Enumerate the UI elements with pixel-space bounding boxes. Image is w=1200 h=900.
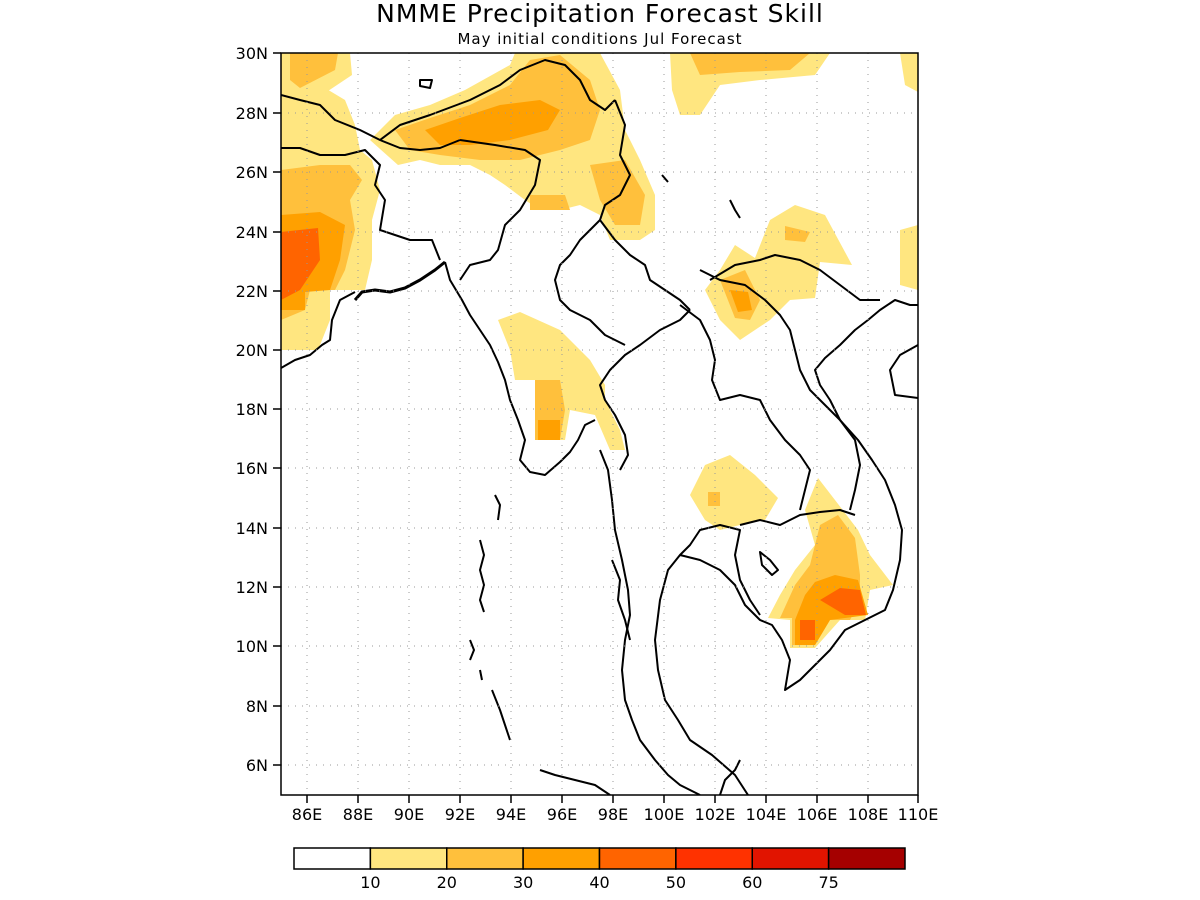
lat-tick-labels: 30N 28N 26N 24N 22N 20N 18N 16N 14N 12N … bbox=[236, 44, 268, 775]
lat-tick-label: 16N bbox=[236, 459, 268, 478]
colorbar-label: 60 bbox=[742, 873, 762, 892]
lon-tick-label: 92E bbox=[445, 805, 475, 824]
lat-tick-label: 8N bbox=[246, 697, 268, 716]
mergui-arch bbox=[611, 559, 631, 641]
lon-tick-label: 88E bbox=[343, 805, 373, 824]
colorbar-label: 30 bbox=[513, 873, 533, 892]
colorbar-swatch bbox=[369, 847, 448, 870]
grid-lines bbox=[281, 53, 918, 795]
lat-tick-label: 24N bbox=[236, 223, 268, 242]
malay-coast-east bbox=[719, 759, 741, 795]
colorbar-swatch bbox=[598, 847, 677, 870]
andaman-mid bbox=[494, 494, 501, 521]
lon-tick-label: 104E bbox=[746, 805, 787, 824]
malay-border bbox=[539, 769, 611, 795]
india-coast bbox=[281, 291, 356, 369]
colorbar-label: 10 bbox=[360, 873, 380, 892]
nicobar-2 bbox=[491, 689, 511, 741]
vietnam-china-border bbox=[709, 254, 880, 301]
island-east-2 bbox=[661, 174, 669, 183]
plot-frame bbox=[280, 52, 919, 796]
lat-tick-label: 30N bbox=[236, 44, 268, 63]
colorbar-swatch bbox=[293, 847, 372, 870]
lon-tick-label: 106E bbox=[797, 805, 838, 824]
tonle-sap bbox=[759, 551, 779, 576]
colorbar-swatch bbox=[751, 847, 830, 870]
lon-tick-label: 96E bbox=[547, 805, 577, 824]
axis-ticks bbox=[273, 52, 919, 803]
lon-tick-labels: 86E 88E 90E 92E 94E 96E 98E 100E 102E 10… bbox=[292, 805, 939, 824]
colorbar-label: 75 bbox=[818, 873, 838, 892]
colorbar-swatch bbox=[522, 847, 601, 870]
skill-region-myanmar bbox=[498, 312, 625, 450]
india-bangladesh-border bbox=[281, 147, 441, 261]
myanmar-west-coast bbox=[444, 261, 596, 476]
skill-region-west bbox=[281, 53, 380, 350]
lake-north bbox=[419, 79, 433, 89]
andaman-north bbox=[479, 539, 485, 613]
lon-tick-label: 94E bbox=[496, 805, 526, 824]
cambodia-thai-border bbox=[679, 524, 761, 616]
lat-tick-label: 10N bbox=[236, 637, 268, 656]
cambodia-border bbox=[739, 509, 856, 526]
peninsula-west-coast bbox=[599, 449, 701, 795]
china-myanmar-lower bbox=[554, 219, 626, 346]
lon-tick-label: 98E bbox=[598, 805, 628, 824]
andaman-south bbox=[469, 639, 475, 661]
lat-tick-label: 12N bbox=[236, 578, 268, 597]
lat-tick-label: 26N bbox=[236, 163, 268, 182]
colorbar-swatch bbox=[675, 847, 753, 870]
himalaya-border bbox=[281, 94, 461, 151]
lon-tick-label: 110E bbox=[898, 805, 939, 824]
myanmar-east-border bbox=[459, 139, 541, 281]
bangladesh-coast bbox=[353, 260, 446, 301]
colorbar-label: 50 bbox=[666, 873, 686, 892]
lon-tick-label: 102E bbox=[695, 805, 736, 824]
figure-subtitle: May initial conditions Jul Forecast bbox=[457, 30, 742, 48]
skill-shading bbox=[281, 53, 918, 648]
nicobar-1 bbox=[479, 669, 483, 681]
colorbar: 10 20 30 40 50 60 75 bbox=[293, 847, 906, 892]
figure-title: NMME Precipitation Forecast Skill bbox=[376, 0, 824, 28]
laos-border bbox=[699, 269, 861, 511]
lon-tick-label: 90E bbox=[394, 805, 424, 824]
lat-tick-label: 28N bbox=[236, 104, 268, 123]
lon-tick-label: 100E bbox=[644, 805, 685, 824]
island-east-1 bbox=[729, 199, 741, 219]
lat-tick-label: 22N bbox=[236, 282, 268, 301]
myanmar-china-border bbox=[599, 99, 691, 311]
lat-tick-label: 18N bbox=[236, 400, 268, 419]
lat-tick-label: 20N bbox=[236, 341, 268, 360]
lat-tick-label: 6N bbox=[246, 756, 268, 775]
skill-region-thailand bbox=[690, 455, 778, 530]
colorbar-label: 20 bbox=[437, 873, 457, 892]
lon-tick-label: 108E bbox=[848, 805, 889, 824]
skill-region-cambodia bbox=[768, 478, 893, 648]
skill-region-northeast bbox=[670, 53, 918, 290]
colorbar-swatch bbox=[827, 847, 906, 870]
skill-region-north bbox=[370, 53, 655, 240]
colorbar-swatch bbox=[446, 847, 524, 870]
thai-lao-border bbox=[599, 309, 691, 471]
gulf-thailand-coast bbox=[654, 299, 918, 795]
lat-tick-label: 14N bbox=[236, 519, 268, 538]
colorbar-label: 40 bbox=[589, 873, 609, 892]
laos-thai-mekong bbox=[679, 304, 811, 511]
skill-region-laos bbox=[705, 205, 852, 340]
lon-tick-label: 86E bbox=[292, 805, 322, 824]
bhutan-border bbox=[379, 59, 616, 141]
east-coast bbox=[889, 344, 918, 399]
coastlines-borders bbox=[281, 59, 918, 795]
